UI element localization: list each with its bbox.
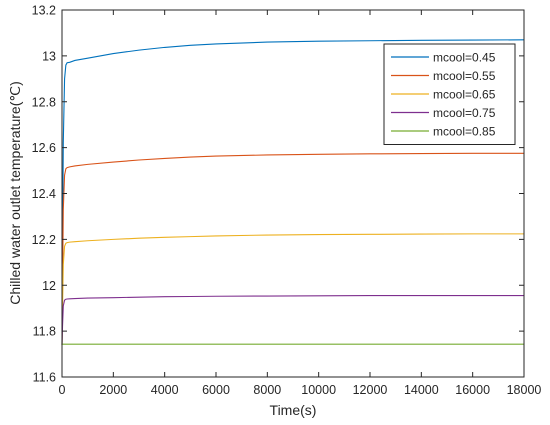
y-tick-label: 13 [42, 49, 56, 63]
legend-label-1: mcool=0.45 [433, 50, 496, 64]
series-line-4 [61, 295, 524, 345]
x-tick-label: 0 [59, 383, 66, 397]
legend-label-2: mcool=0.55 [433, 69, 496, 83]
y-tick-label: 12 [42, 279, 56, 293]
y-tick-label: 12.4 [32, 187, 56, 201]
y-tick-label: 12.6 [32, 141, 56, 155]
legend: mcool=0.45 mcool=0.55 mcool=0.65 mcool=0.75… [383, 43, 516, 145]
x-tick-label: 10000 [301, 383, 336, 397]
x-tick-label: 18000 [507, 383, 542, 397]
x-tick-label: 14000 [404, 383, 439, 397]
legend-label-3: mcool=0.65 [433, 87, 496, 101]
legend-label-5: mcool=0.85 [433, 124, 496, 138]
x-tick-label: 12000 [353, 383, 388, 397]
y-tick-label: 12.8 [32, 95, 56, 109]
y-axis: 11.6 11.8 12 12.2 12.4 12.6 12.8 13 13.2 [32, 4, 524, 385]
x-tick-label: 2000 [99, 383, 127, 397]
y-axis-label: Chilled water outlet temperature(℃) [7, 81, 23, 304]
y-tick-label: 11.6 [33, 371, 56, 385]
x-axis-label: Time(s) [270, 402, 317, 418]
series-line-3 [61, 233, 524, 345]
series-layer [61, 39, 525, 345]
series-line-1 [61, 39, 525, 345]
y-tick-label: 13.2 [32, 4, 56, 18]
x-tick-label: 6000 [202, 383, 230, 397]
y-tick-label: 11.8 [33, 325, 56, 339]
x-axis: 0 2000 4000 6000 8000 10000 12000 14000 16000 180… [59, 10, 542, 397]
x-tick-label: 8000 [253, 383, 281, 397]
series-line-2 [61, 152, 524, 345]
legend-label-4: mcool=0.75 [433, 106, 496, 120]
y-tick-label: 12.2 [32, 233, 56, 247]
x-tick-label: 16000 [455, 383, 490, 397]
x-tick-label: 4000 [151, 383, 179, 397]
